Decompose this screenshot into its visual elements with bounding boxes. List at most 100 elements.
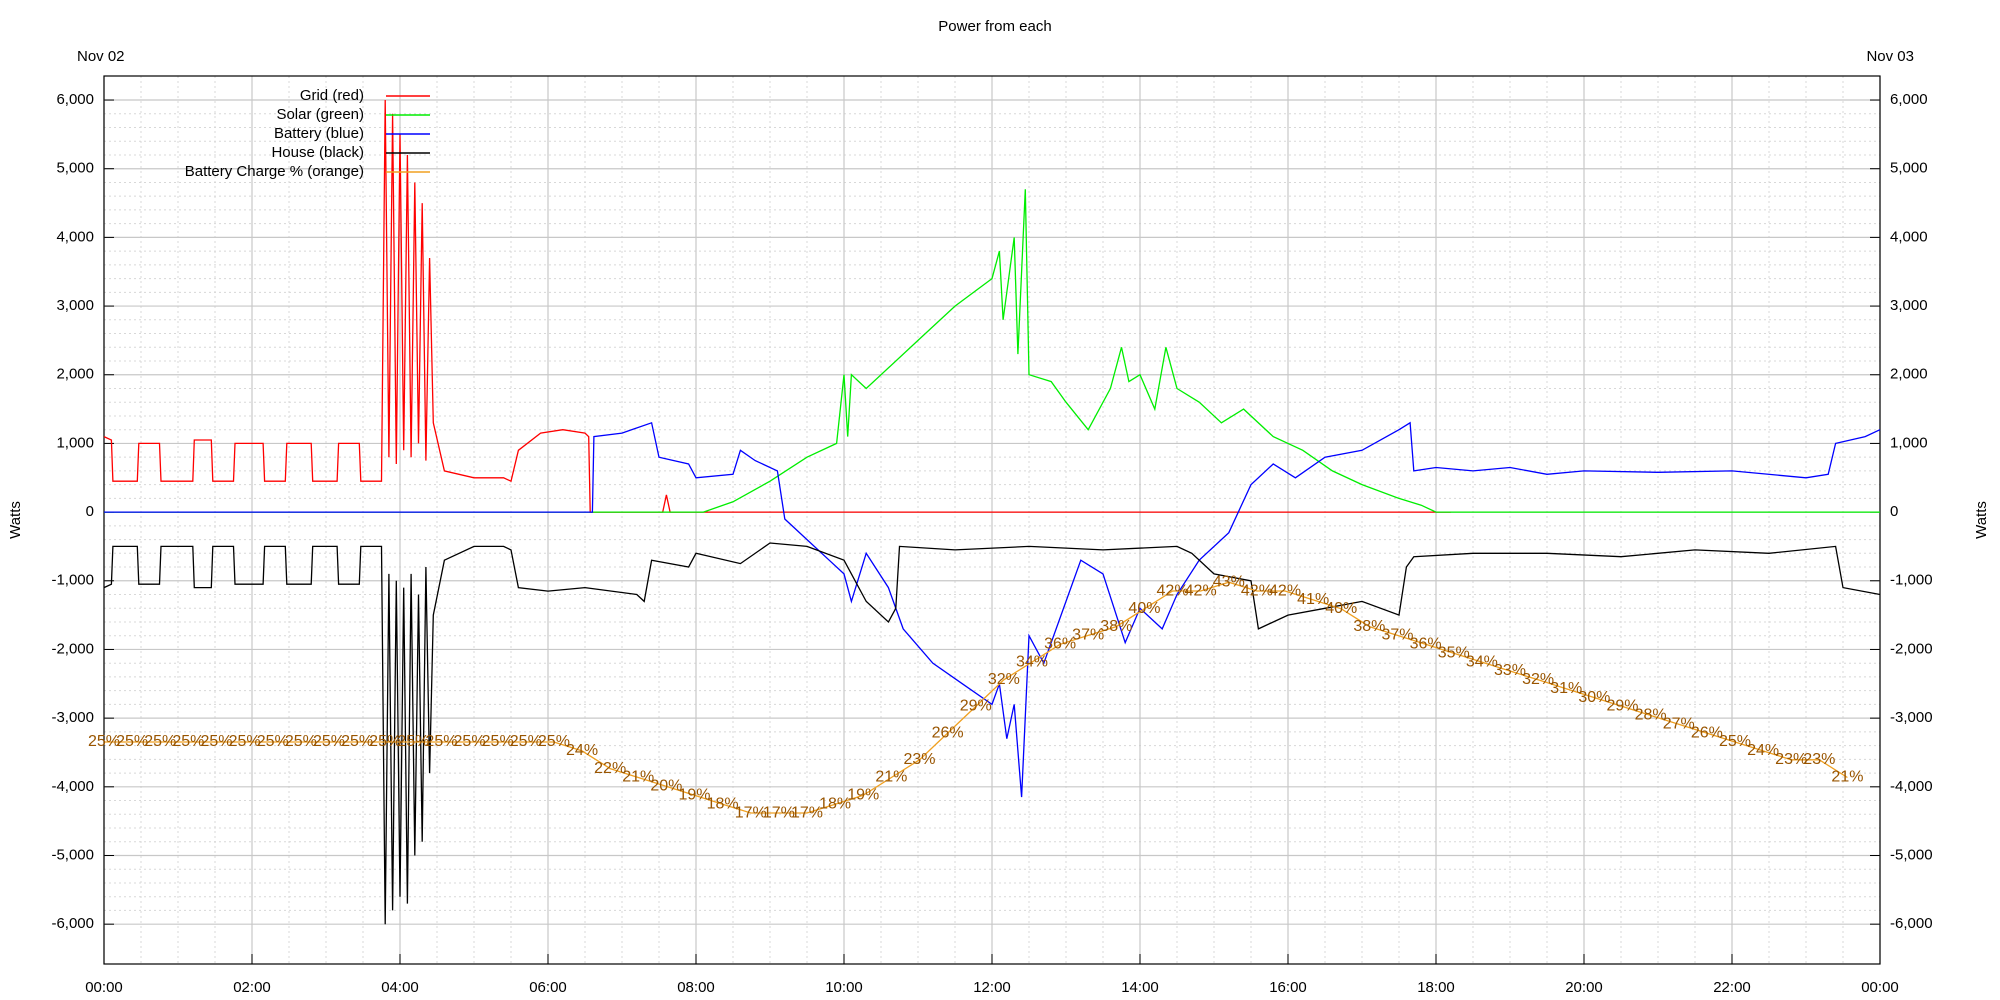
data-label: 19% bbox=[847, 786, 879, 803]
data-label: 34% bbox=[1466, 653, 1498, 670]
date-right: Nov 03 bbox=[1866, 48, 1914, 65]
x-tick-label: 12:00 bbox=[973, 979, 1011, 996]
data-label: 41% bbox=[1297, 591, 1329, 608]
data-label: 25% bbox=[369, 733, 401, 750]
data-label: 31% bbox=[1550, 680, 1582, 697]
data-label: 38% bbox=[1100, 618, 1132, 635]
data-label: 33% bbox=[1494, 662, 1526, 679]
y2-tick-label: 2,000 bbox=[1890, 366, 1928, 383]
y2-tick-label: 4,000 bbox=[1890, 228, 1928, 245]
series-line bbox=[103, 542, 1881, 925]
legend-label: House (black) bbox=[271, 144, 364, 161]
data-label: 32% bbox=[1522, 671, 1554, 688]
data-label: 25% bbox=[200, 733, 232, 750]
series-line bbox=[104, 581, 1848, 814]
data-label: 20% bbox=[650, 778, 682, 795]
data-label: 25% bbox=[257, 733, 289, 750]
y2-tick-label: -2,000 bbox=[1890, 640, 1933, 657]
y-tick-label: 2,000 bbox=[56, 366, 94, 383]
data-label: 26% bbox=[932, 724, 964, 741]
y2-tick-label: -1,000 bbox=[1890, 572, 1933, 589]
x-tick-label: 04:00 bbox=[381, 979, 419, 996]
y2-tick-label: 1,000 bbox=[1890, 434, 1928, 451]
y-tick-label: 0 bbox=[86, 503, 94, 520]
data-label: 29% bbox=[960, 698, 992, 715]
y2-tick-label: -5,000 bbox=[1890, 846, 1933, 863]
y2-tick-label: 6,000 bbox=[1890, 91, 1928, 108]
data-label: 21% bbox=[1831, 769, 1863, 786]
y2-axis-label: Watts bbox=[1973, 501, 1990, 539]
y-tick-label: 5,000 bbox=[56, 160, 94, 177]
data-label: 42% bbox=[1185, 582, 1217, 599]
data-label: 24% bbox=[566, 742, 598, 759]
y2-tick-label: -6,000 bbox=[1890, 915, 1933, 932]
data-label: 42% bbox=[1241, 582, 1273, 599]
data-label: 29% bbox=[1606, 698, 1638, 715]
y-tick-label: 1,000 bbox=[56, 434, 94, 451]
data-label: 36% bbox=[1410, 636, 1442, 653]
x-tick-label: 00:00 bbox=[85, 979, 123, 996]
data-label: 25% bbox=[88, 733, 120, 750]
data-label: 36% bbox=[1044, 636, 1076, 653]
data-label: 18% bbox=[819, 795, 851, 812]
data-label: 23% bbox=[1775, 751, 1807, 768]
data-label: 22% bbox=[594, 760, 626, 777]
legend-label: Solar (green) bbox=[276, 106, 364, 123]
data-label: 23% bbox=[1803, 751, 1835, 768]
data-label: 42% bbox=[1269, 582, 1301, 599]
y2-tick-label: 3,000 bbox=[1890, 297, 1928, 314]
data-label: 25% bbox=[313, 733, 345, 750]
data-label: 38% bbox=[1353, 618, 1385, 635]
data-label: 17% bbox=[763, 804, 795, 821]
x-tick-label: 10:00 bbox=[825, 979, 863, 996]
series-line bbox=[104, 189, 1880, 513]
y-tick-label: -5,000 bbox=[51, 846, 94, 863]
data-label: 25% bbox=[341, 733, 373, 750]
x-tick-label: 18:00 bbox=[1417, 979, 1455, 996]
data-label: 32% bbox=[988, 671, 1020, 688]
y-tick-label: -4,000 bbox=[51, 778, 94, 795]
data-label: 42% bbox=[1157, 582, 1189, 599]
y-tick-label: -1,000 bbox=[51, 572, 94, 589]
x-tick-label: 02:00 bbox=[233, 979, 271, 996]
data-label: 27% bbox=[1663, 715, 1695, 732]
data-label: 19% bbox=[679, 786, 711, 803]
data-label: 18% bbox=[707, 795, 739, 812]
legend-label: Grid (red) bbox=[300, 87, 364, 104]
y-tick-label: -3,000 bbox=[51, 709, 94, 726]
y-tick-label: 6,000 bbox=[56, 91, 94, 108]
data-label: 34% bbox=[1016, 653, 1048, 670]
x-tick-label: 20:00 bbox=[1565, 979, 1603, 996]
data-label: 25% bbox=[1719, 733, 1751, 750]
x-tick-label: 14:00 bbox=[1121, 979, 1159, 996]
data-label: 43% bbox=[1213, 573, 1245, 590]
data-label: 25% bbox=[397, 733, 429, 750]
y2-tick-label: -4,000 bbox=[1890, 778, 1933, 795]
data-label: 25% bbox=[229, 733, 261, 750]
data-label: 28% bbox=[1635, 707, 1667, 724]
data-label: 25% bbox=[172, 733, 204, 750]
data-label: 25% bbox=[116, 733, 148, 750]
data-label: 26% bbox=[1691, 724, 1723, 741]
data-label: 25% bbox=[425, 733, 457, 750]
date-left: Nov 02 bbox=[77, 48, 125, 65]
y2-tick-label: 0 bbox=[1890, 503, 1898, 520]
data-label: 40% bbox=[1325, 600, 1357, 617]
data-label: 37% bbox=[1072, 627, 1104, 644]
x-tick-label: 06:00 bbox=[529, 979, 567, 996]
data-label: 40% bbox=[1128, 600, 1160, 617]
data-label: 25% bbox=[538, 733, 570, 750]
y-tick-label: 4,000 bbox=[56, 228, 94, 245]
y2-tick-label: -3,000 bbox=[1890, 709, 1933, 726]
data-label: 17% bbox=[791, 804, 823, 821]
series-line bbox=[104, 421, 1881, 798]
x-tick-label: 16:00 bbox=[1269, 979, 1307, 996]
x-tick-label: 22:00 bbox=[1713, 979, 1751, 996]
data-label: 35% bbox=[1438, 644, 1470, 661]
data-label: 21% bbox=[622, 769, 654, 786]
y-tick-label: -2,000 bbox=[51, 640, 94, 657]
data-label: 25% bbox=[454, 733, 486, 750]
y-tick-label: 3,000 bbox=[56, 297, 94, 314]
data-label: 25% bbox=[510, 733, 542, 750]
